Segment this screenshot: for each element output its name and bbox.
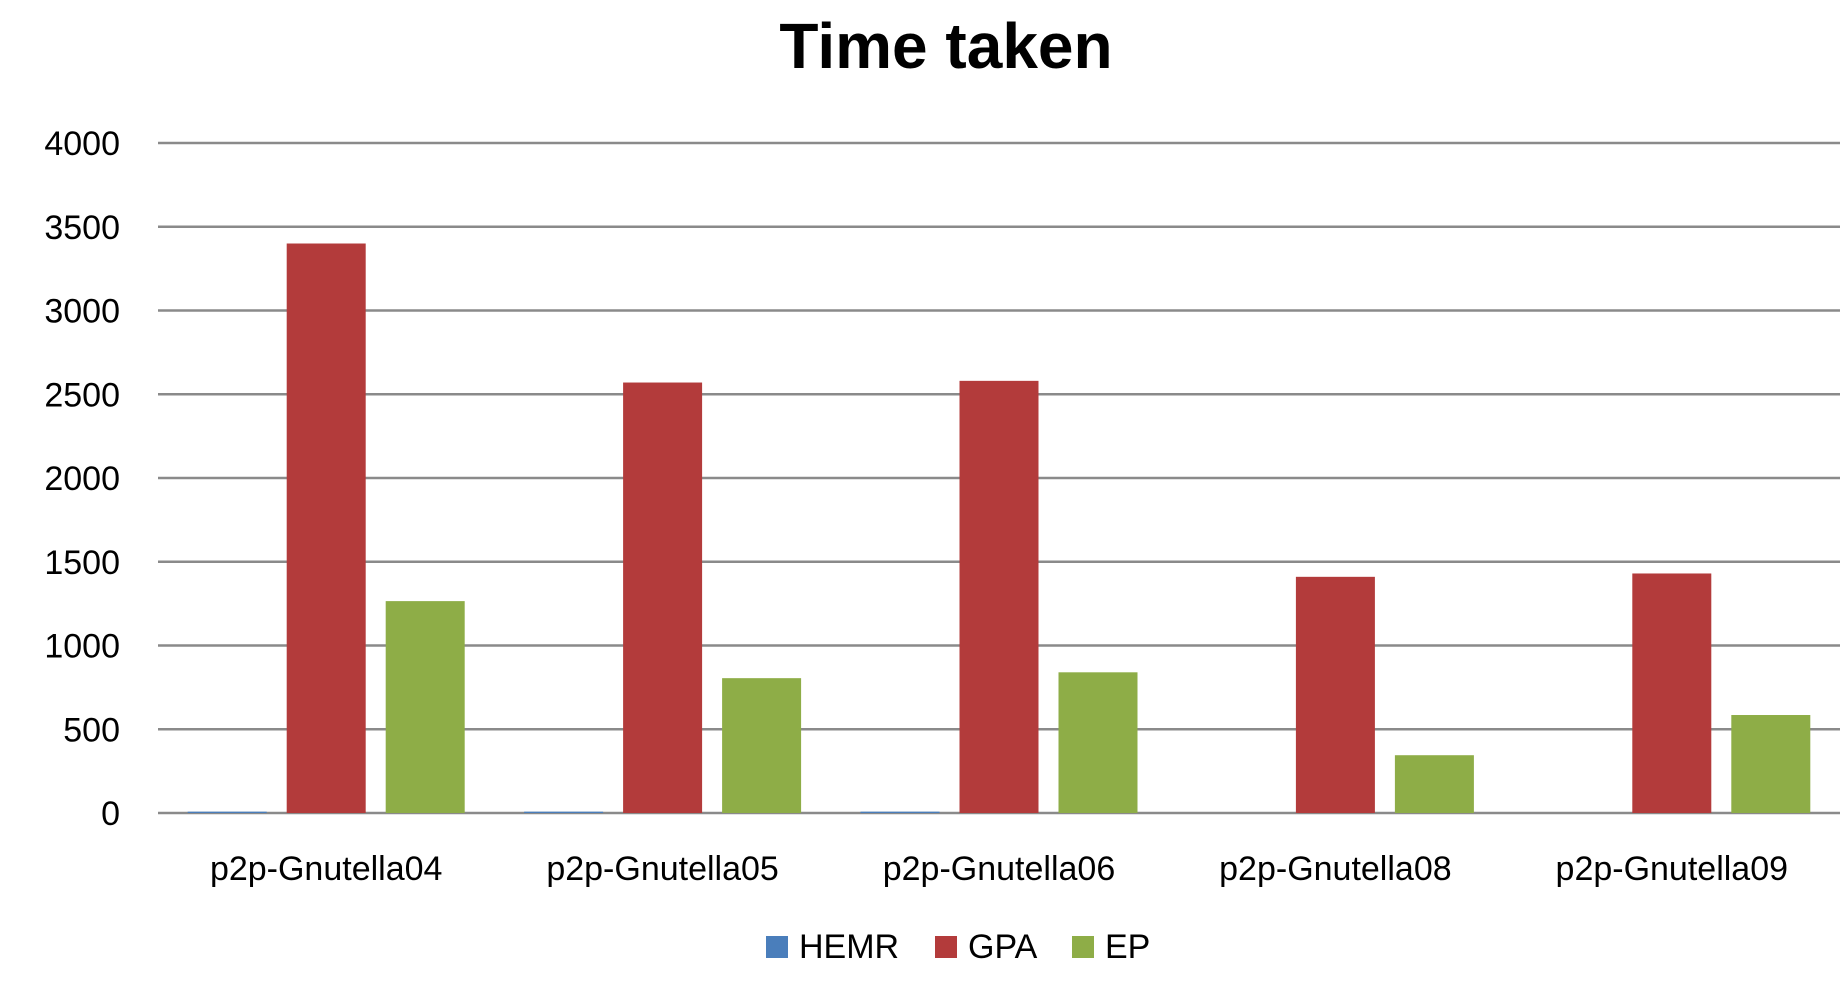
bar-gpa-1 [623,382,703,813]
bar-gpa-0 [286,243,366,813]
legend-label-gpa: GPA [968,928,1038,966]
bars [187,243,1811,813]
x-category-label: p2p-Gnutella09 [1556,850,1789,888]
legend-swatch-hemr [766,936,788,958]
legend-swatch-gpa [935,936,957,958]
x-category-label: p2p-Gnutella04 [210,850,443,888]
x-category-label: p2p-Gnutella08 [1219,850,1452,888]
y-axis-ticks: 0 500 1000 1500 2000 2500 3000 3500 4000 [44,125,120,833]
y-tick-label: 1000 [44,628,120,666]
x-category-label: p2p-Gnutella06 [883,850,1116,888]
chart-title: Time taken [779,10,1112,82]
y-tick-label: 2500 [44,376,120,414]
bar-hemr-2 [860,811,940,813]
legend-label-ep: EP [1105,928,1150,966]
y-tick-label: 3000 [44,293,120,331]
y-tick-label: 0 [101,795,120,833]
bar-ep-4 [1731,715,1811,813]
bar-ep-0 [385,601,465,813]
y-tick-label: 1500 [44,544,120,582]
bar-gpa-3 [1295,576,1375,813]
bar-gpa-4 [1632,573,1712,813]
x-category-label: p2p-Gnutella05 [546,850,779,888]
bar-ep-3 [1394,755,1474,813]
y-tick-label: 3500 [44,209,120,247]
y-tick-label: 500 [63,711,120,749]
x-axis-categories: p2p-Gnutella04 p2p-Gnutella05 p2p-Gnutella… [210,850,1788,888]
legend-label-hemr: HEMR [799,928,899,966]
bar-hemr-0 [187,811,267,813]
legend: HEMR GPA EP [766,928,1150,966]
bar-gpa-2 [959,380,1039,813]
legend-swatch-ep [1072,936,1094,958]
bar-ep-1 [722,678,802,813]
bar-hemr-1 [524,811,604,813]
y-tick-label: 4000 [44,125,120,163]
bar-ep-2 [1058,672,1138,813]
y-tick-label: 2000 [44,460,120,498]
